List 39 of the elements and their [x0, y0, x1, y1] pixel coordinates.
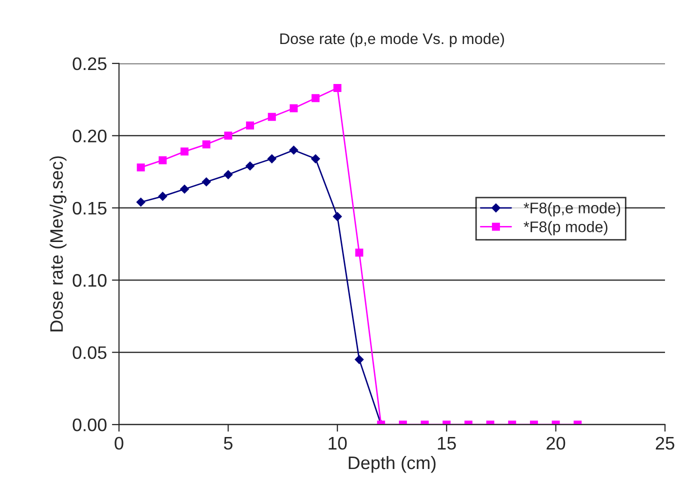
point [180, 148, 189, 156]
point [202, 177, 211, 186]
legend-label: *F8(p mode) [524, 221, 608, 236]
point [224, 132, 232, 140]
x-tick-label: 25 [656, 436, 674, 450]
point [290, 104, 298, 112]
point [158, 192, 168, 201]
point [246, 122, 254, 130]
point [158, 156, 167, 164]
point [246, 162, 254, 170]
point [268, 112, 276, 121]
point [312, 94, 320, 102]
point [267, 154, 276, 164]
point [202, 140, 210, 148]
point [289, 146, 298, 155]
x-tick-label: 20 [546, 436, 566, 450]
point [355, 248, 364, 257]
y-axis-title: Dose rate (Mev/g.sec) [50, 156, 66, 332]
point [136, 163, 145, 172]
y-tick-label: 0.05 [72, 346, 106, 360]
y-tick-label: 0.25 [72, 57, 106, 70]
y-tick-label: 0.15 [72, 202, 106, 215]
x-tick-label: 0 [114, 436, 124, 450]
chart-title: Dose rate (p,e mode Vs. p mode) [280, 32, 504, 48]
x-tick-label: 15 [438, 437, 456, 450]
point [224, 170, 233, 180]
legend-label: *F8(p,e mode) [524, 202, 620, 216]
y-tick-label: 0.00 [72, 418, 106, 432]
point [311, 154, 320, 164]
x-tick-label: 10 [328, 436, 347, 450]
point [354, 355, 364, 364]
point [333, 84, 342, 92]
y-tick-label: 0.20 [72, 130, 106, 142]
point [332, 212, 342, 222]
x-tick-label: 5 [224, 437, 232, 450]
point [136, 198, 146, 207]
point [180, 184, 189, 194]
x-axis-title: Depth (cm) [348, 456, 436, 473]
y-tick-label: 0.10 [72, 274, 106, 287]
